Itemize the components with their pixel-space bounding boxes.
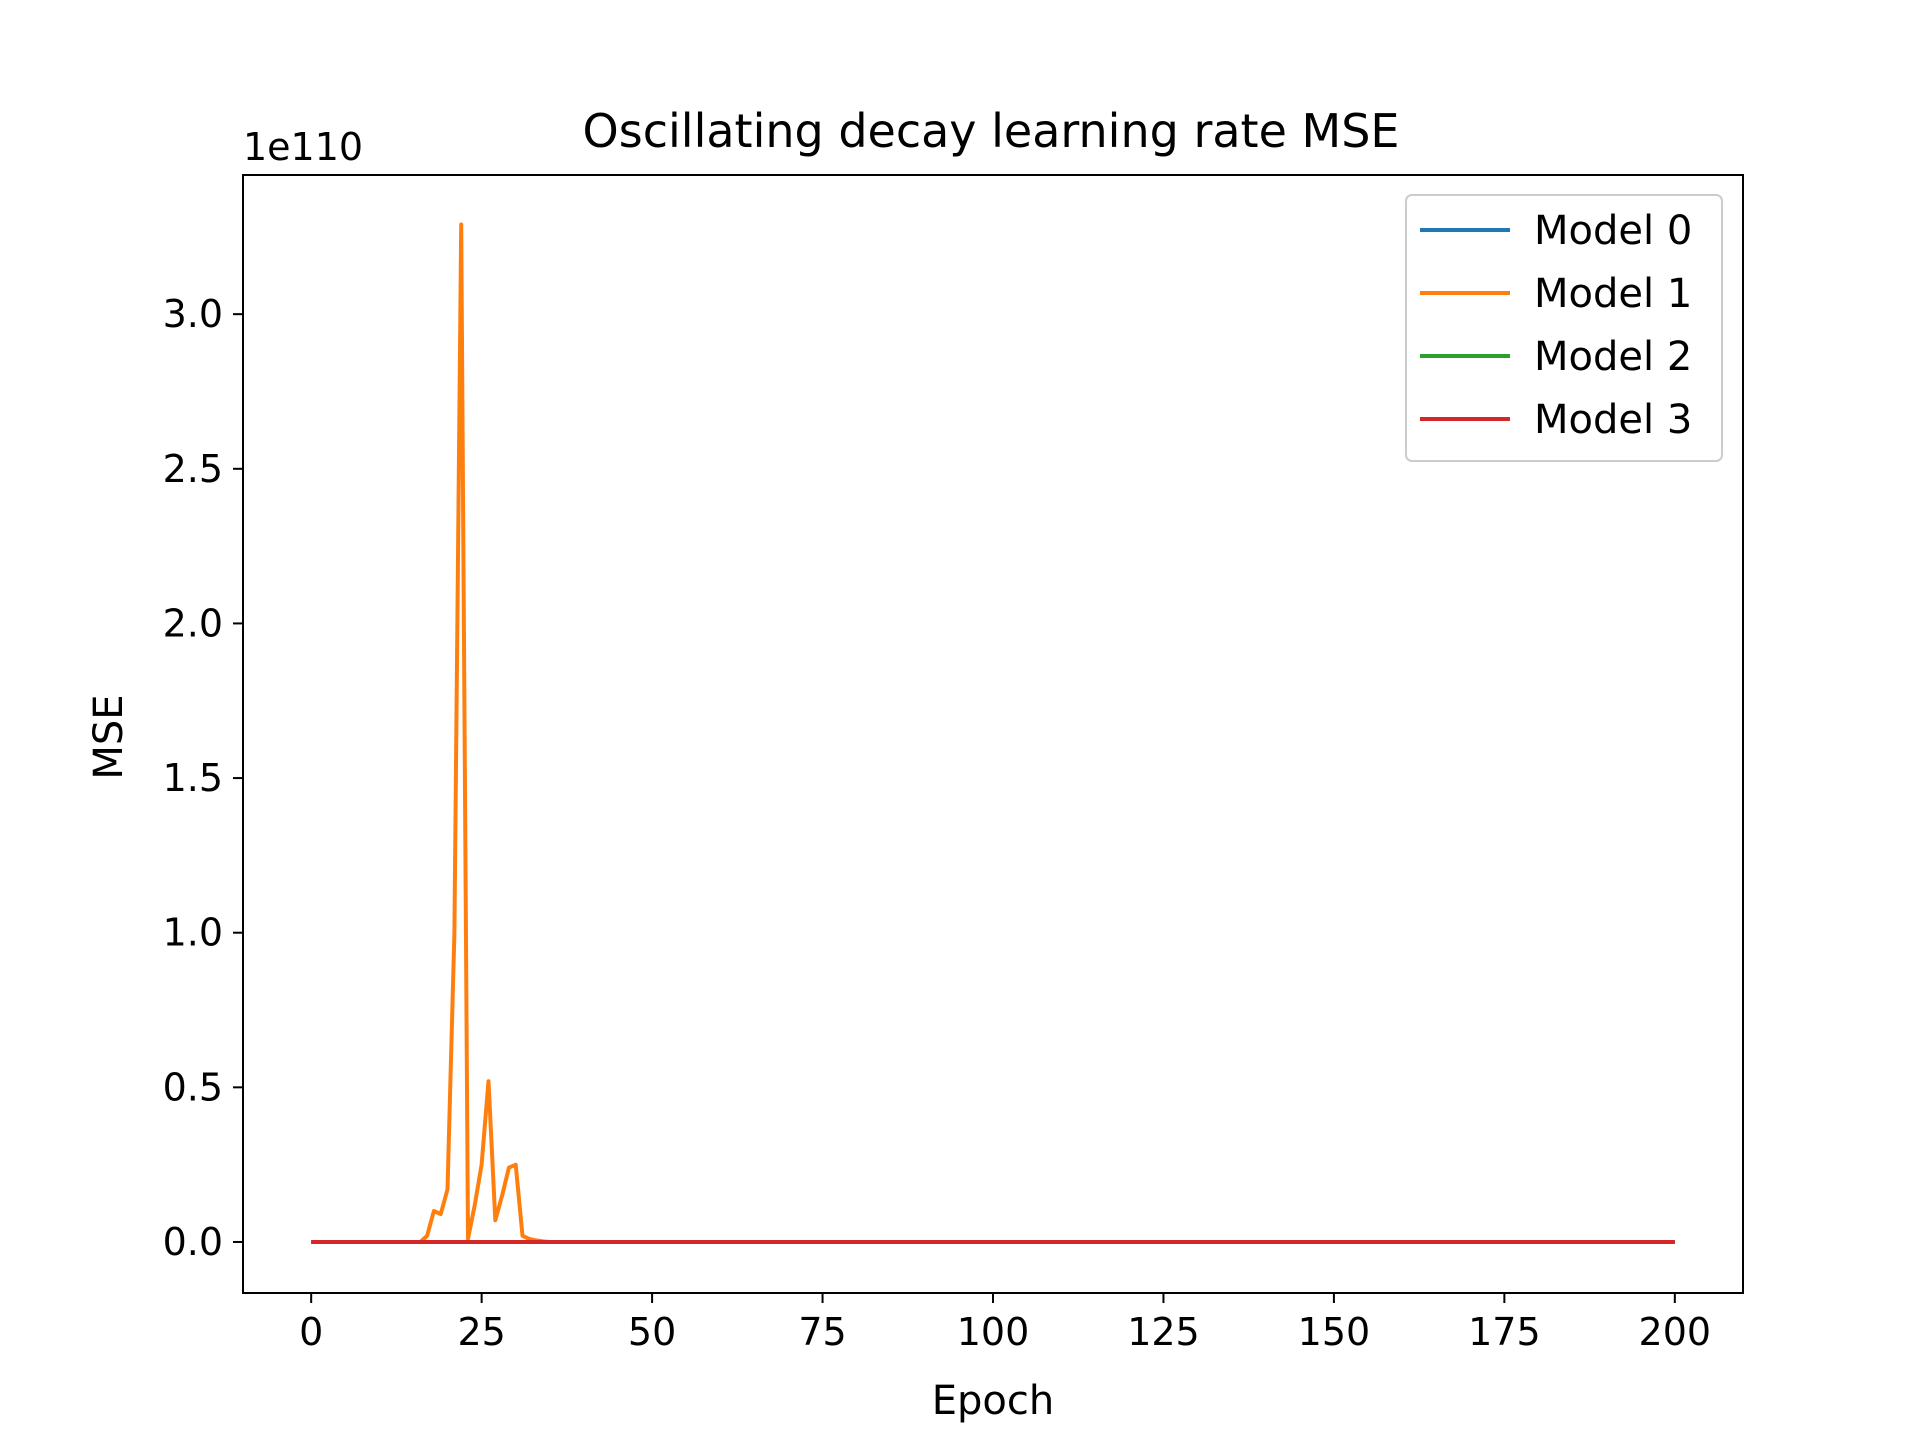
x-tick-label: 75: [798, 1310, 846, 1354]
x-tick-label: 100: [957, 1310, 1030, 1354]
x-tick-label: 50: [628, 1310, 676, 1354]
legend-label-model-0: Model 0: [1534, 208, 1692, 254]
y-tick-label: 2.0: [163, 601, 223, 645]
x-tick-label: 150: [1298, 1310, 1371, 1354]
legend: Model 0 Model 1 Model 2 Model 3: [1406, 195, 1722, 461]
x-tick-label: 0: [299, 1310, 323, 1354]
y-tick-label: 2.5: [163, 447, 223, 491]
x-axis-label: Epoch: [932, 1378, 1054, 1424]
y-tick-label: 0.0: [163, 1220, 223, 1264]
y-tick-label: 0.5: [163, 1065, 223, 1109]
y-tick-label: 1.0: [163, 911, 223, 955]
x-tick-label: 125: [1127, 1310, 1200, 1354]
legend-label-model-2: Model 2: [1534, 334, 1692, 380]
legend-label-model-3: Model 3: [1534, 397, 1692, 443]
chart-title: Oscillating decay learning rate MSE: [583, 104, 1400, 158]
x-tick-label: 175: [1468, 1310, 1541, 1354]
y-offset-label: 1e110: [243, 125, 363, 169]
x-tick-label: 25: [457, 1310, 505, 1354]
x-tick-label: 200: [1639, 1310, 1712, 1354]
y-axis-label: MSE: [86, 694, 132, 779]
legend-label-model-1: Model 1: [1534, 271, 1692, 317]
y-tick-label: 3.0: [163, 292, 223, 336]
y-tick-label: 1.5: [163, 756, 223, 800]
